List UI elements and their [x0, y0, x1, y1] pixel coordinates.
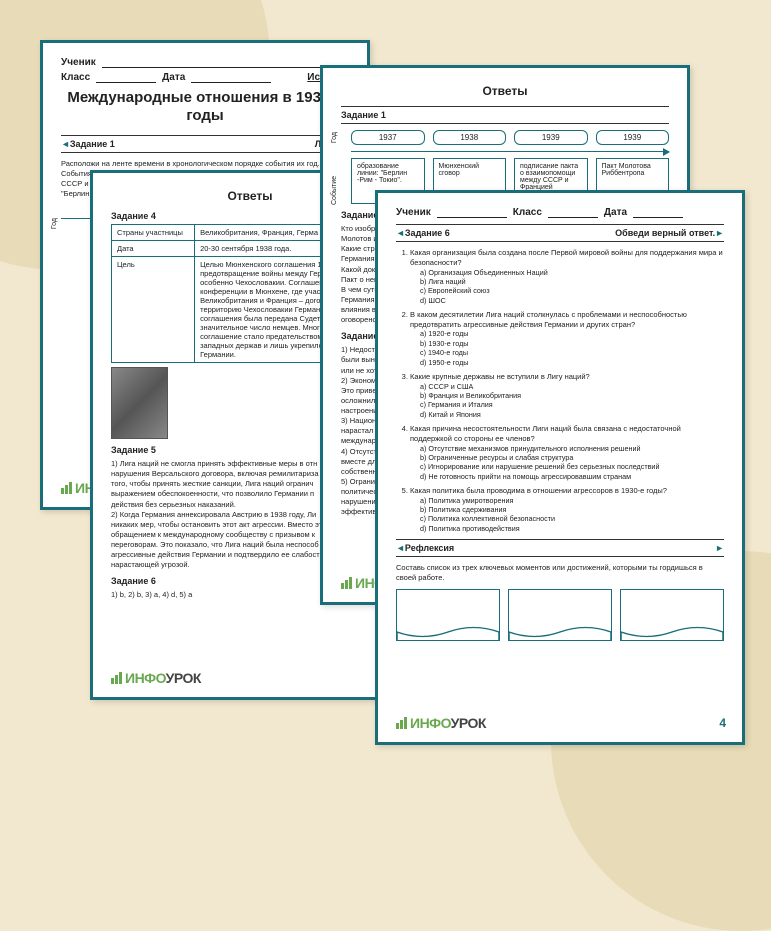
logo-text-1: ИНФО — [125, 670, 166, 686]
student-label: Ученик — [396, 207, 431, 218]
task1-label: Задание 1 — [341, 110, 386, 120]
option[interactable]: c) 1940-е годы — [420, 348, 724, 357]
reflection-box[interactable] — [620, 589, 724, 641]
task1-heading: Задание 1 — [341, 106, 669, 124]
quiz-block: Какая организация была создана после Пер… — [396, 248, 724, 533]
date-label: Дата — [162, 72, 185, 83]
year-box: 1939 — [514, 130, 588, 145]
date-blank[interactable] — [633, 207, 683, 218]
logo-bars-icon — [341, 576, 353, 592]
page-title: Международные отношения в 1930-е годы — [61, 89, 349, 125]
quiz-question: Какая причина несостоятельности Лиги нац… — [410, 424, 724, 481]
task6-right-label: Обведи верный ответ. — [615, 228, 715, 238]
reflection-heading: ◄ Рефлексия ► — [396, 539, 724, 557]
brand-logo: ИНФОУРОК — [396, 715, 486, 732]
option[interactable]: d) Китай и Япония — [420, 410, 724, 419]
option[interactable]: c) Игнорирование или нарушение решений б… — [420, 462, 724, 471]
class-blank[interactable] — [548, 207, 598, 218]
option[interactable]: b) Ограниченные ресурсы и слабая структу… — [420, 453, 724, 462]
year-side-label: Год — [331, 132, 338, 143]
option[interactable]: b) 1930-е годы — [420, 339, 724, 348]
logo-bars-icon — [396, 716, 408, 732]
question-text: Какая политика была проводима в отношени… — [410, 486, 724, 496]
class-label: Класс — [61, 72, 90, 83]
task6-heading: ◄ Задание 6 Обведи верный ответ. ► — [396, 224, 724, 242]
logo-bars-icon — [111, 671, 123, 687]
answers-title: Ответы — [341, 84, 669, 98]
logo-text-2: УРОК — [166, 670, 201, 686]
quiz-question: Какие крупные державы не вступили в Лигу… — [410, 372, 724, 419]
option[interactable]: a) Организация Объединенных Наций — [420, 268, 724, 277]
option[interactable]: a) Отсутствие механизмов принудительного… — [420, 444, 724, 453]
question-text: В каком десятилетии Лига наций столкнула… — [410, 310, 724, 330]
option[interactable]: d) Не готовность прийти на помощь агресс… — [420, 472, 724, 481]
year-box: 1939 — [596, 130, 670, 145]
class-blank[interactable] — [96, 72, 156, 83]
option[interactable]: c) Европейский союз — [420, 286, 724, 295]
question-options: a) СССР и СШАb) Франция и Великобритания… — [410, 382, 724, 419]
event-side-label: Событие — [331, 176, 338, 205]
header-row-student: Ученик — [61, 57, 349, 68]
question-options: a) 1920-е годыb) 1930-е годыc) 1940-е го… — [410, 329, 724, 366]
year-box: 1938 — [433, 130, 507, 145]
table-cell: Дата — [112, 241, 195, 257]
page-number: 4 — [719, 716, 726, 730]
logo-text-2: УРОК — [451, 715, 486, 731]
logo-text-1: ИНФО — [410, 715, 451, 731]
historical-photo — [111, 367, 168, 439]
option[interactable]: b) Франция и Великобритания — [420, 391, 724, 400]
reflection-box[interactable] — [396, 589, 500, 641]
question-options: a) Организация Объединенных Нацийb) Лига… — [410, 268, 724, 305]
option[interactable]: c) Политика коллективной безопасности — [420, 514, 724, 523]
option[interactable]: c) Германия и Италия — [420, 400, 724, 409]
task6-label: Задание 6 — [405, 228, 450, 238]
task1-heading: ◄ Задание 1 Лента в — [61, 135, 349, 153]
quiz-question: Какая организация была создана после Пер… — [410, 248, 724, 305]
logo-bars-icon — [61, 481, 73, 497]
table-cell: Цель — [112, 257, 195, 363]
table-cell: Страны участницы — [112, 225, 195, 241]
year-box: 1937 — [351, 130, 425, 145]
header-row-class: Класс Дата История — [61, 72, 349, 83]
option[interactable]: d) Политика противодействия — [420, 524, 724, 533]
option[interactable]: a) Политика умиротворения — [420, 496, 724, 505]
timeline-year-row: 1937 1938 1939 1939 — [351, 130, 669, 145]
date-blank[interactable] — [191, 72, 271, 83]
option[interactable]: b) Политика сдерживания — [420, 505, 724, 514]
option[interactable]: a) 1920-е годы — [420, 329, 724, 338]
question-options: a) Политика умиротворенияb) Политика сде… — [410, 496, 724, 533]
header-row: Ученик Класс Дата — [396, 207, 724, 218]
question-text: Какая организация была создана после Пер… — [410, 248, 724, 268]
quiz-question: Какая политика была проводима в отношени… — [410, 486, 724, 533]
timeline-axis — [351, 151, 669, 152]
option[interactable]: d) 1950-е годы — [420, 358, 724, 367]
question-text: Какая причина несостоятельности Лиги нац… — [410, 424, 724, 444]
student-blank[interactable] — [437, 207, 507, 218]
reflection-box[interactable] — [508, 589, 612, 641]
reflection-text: Составь список из трех ключевых моментов… — [396, 563, 724, 583]
date-label: Дата — [604, 207, 627, 218]
student-blank[interactable] — [102, 57, 349, 68]
student-label: Ученик — [61, 57, 96, 68]
worksheet-page-4: Ученик Класс Дата ◄ Задание 6 Обведи вер… — [375, 190, 745, 745]
reflection-boxes — [396, 589, 724, 641]
question-text: Какие крупные державы не вступили в Лигу… — [410, 372, 724, 382]
brand-logo: ИНФОУРОК — [111, 670, 201, 687]
option[interactable]: a) СССР и США — [420, 382, 724, 391]
class-label: Класс — [513, 207, 542, 218]
option[interactable]: b) Лига наций — [420, 277, 724, 286]
reflection-label: Рефлексия — [405, 543, 454, 553]
task1-label: Задание 1 — [70, 139, 115, 149]
question-options: a) Отсутствие механизмов принудительного… — [410, 444, 724, 481]
quiz-question: В каком десятилетии Лига наций столкнула… — [410, 310, 724, 367]
option[interactable]: d) ШОС — [420, 296, 724, 305]
year-side-label: Год — [51, 218, 58, 229]
